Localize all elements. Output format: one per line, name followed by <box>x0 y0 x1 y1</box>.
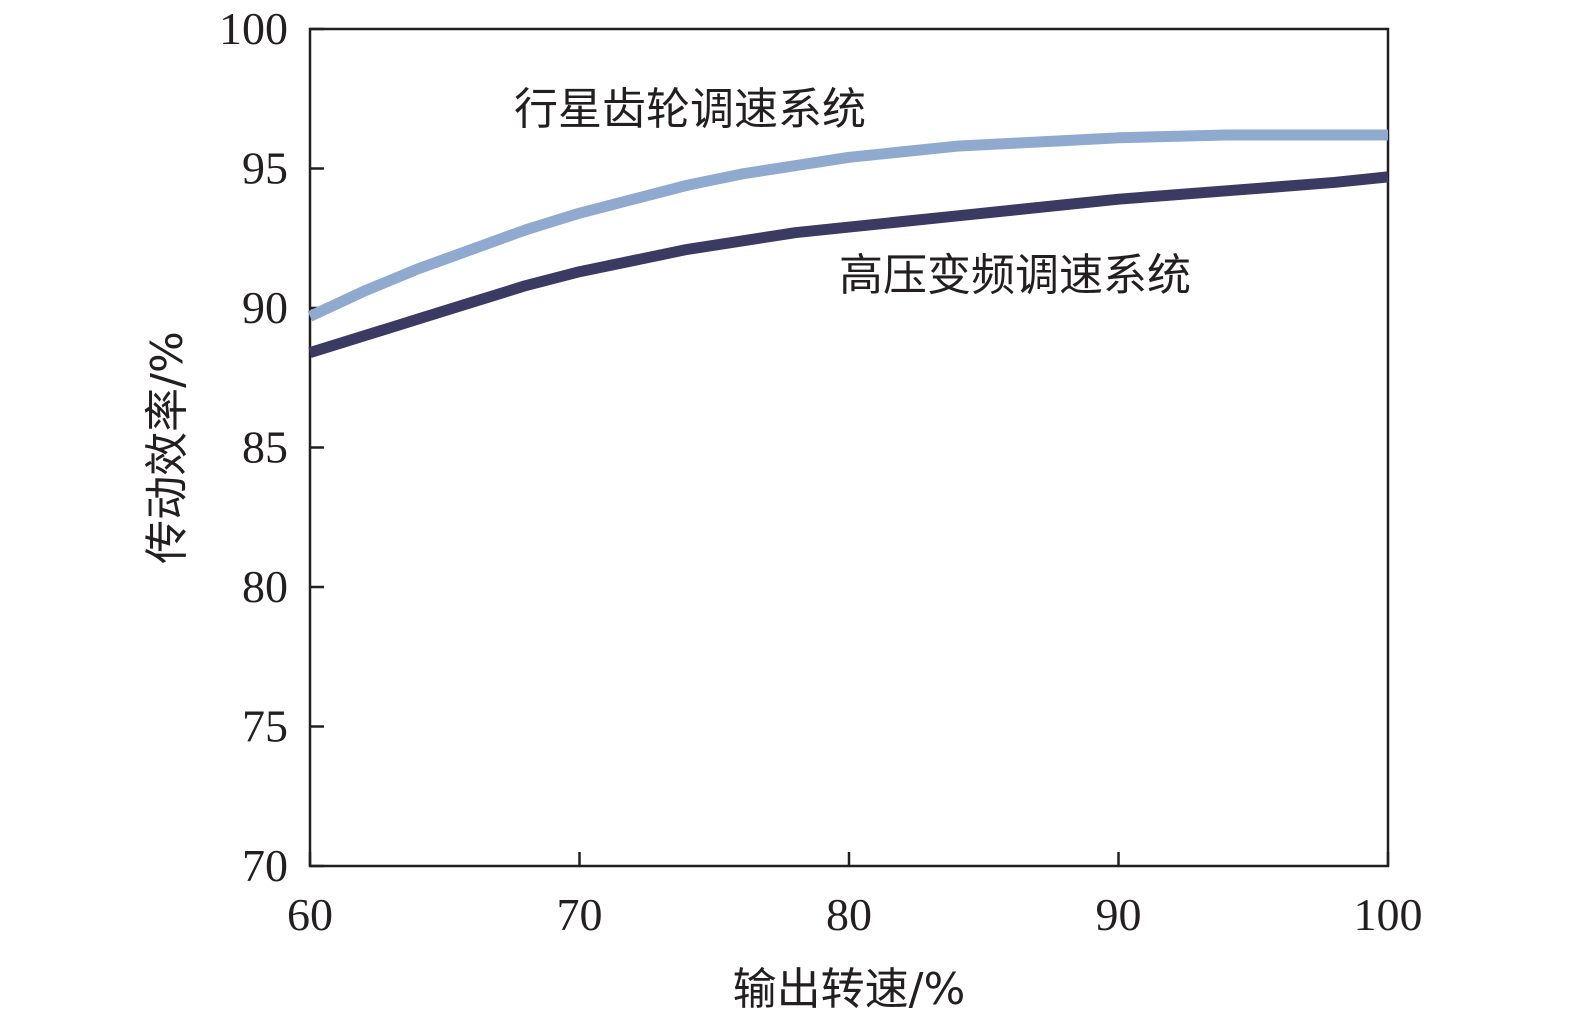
x-tick-label-100: 100 <box>1354 889 1423 940</box>
y-tick-label-100: 100 <box>219 3 288 54</box>
y-tick-label-70: 70 <box>242 840 288 891</box>
y-tick-label-75: 75 <box>242 701 288 752</box>
y-tick-label-80: 80 <box>242 561 288 612</box>
series-line-1 <box>307 129 1388 322</box>
x-tick-label-70: 70 <box>557 889 603 940</box>
series-label-1: 行星齿轮调速系统 <box>514 84 866 135</box>
y-tick-label-85: 85 <box>242 422 288 473</box>
x-tick-label-90: 90 <box>1096 889 1142 940</box>
x-axis-label: 输出转速/% <box>733 964 966 1015</box>
y-tick-label-90: 90 <box>242 282 288 333</box>
series-line-2 <box>308 171 1389 358</box>
series-label-2: 高压变频调速系统 <box>839 250 1191 301</box>
y-axis-label: 传动效率/% <box>142 331 193 564</box>
y-tick-label-95: 95 <box>242 143 288 194</box>
x-tick-label-80: 80 <box>826 889 872 940</box>
x-tick-label-60: 60 <box>287 889 333 940</box>
